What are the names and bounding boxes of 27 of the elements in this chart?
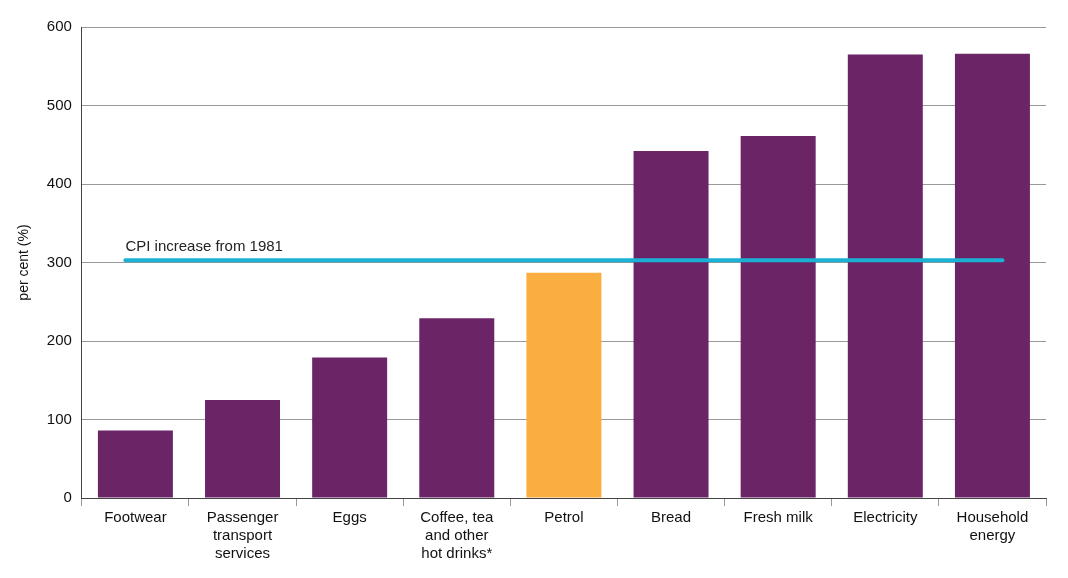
bar [526,272,602,498]
bar [205,399,281,498]
y-axis-title: per cent (%) [15,224,32,301]
ref-line-label: CPI increase from 1981 [125,236,283,254]
y-tick-label: 600 [46,17,72,35]
y-tick-label: 300 [46,252,72,270]
bar [312,357,388,498]
bar [419,318,495,498]
x-tick-label: Petrol [544,508,584,526]
y-tick-label: 400 [46,174,72,192]
x-tick-label: Passenger transport services [206,508,279,562]
bar [954,53,1030,498]
x-tick-label: Coffee, tea and other hot drinks* [420,508,494,562]
bar [97,430,173,498]
y-tick-label: 200 [46,331,72,349]
x-tick-label: Bread [651,508,692,526]
y-tick-label: 100 [46,409,72,427]
x-tick-label: Electricity [853,508,918,526]
y-tick-label: 500 [46,95,72,113]
x-tick-label: Fresh milk [743,508,814,526]
x-tick-label: Footwear [104,508,167,526]
y-tick-label: 0 [63,488,72,506]
bar [847,54,923,498]
x-tick-label: Household energy [956,508,1029,544]
x-tick-label: Eggs [332,508,367,526]
bar [633,151,709,498]
bar [740,136,816,498]
